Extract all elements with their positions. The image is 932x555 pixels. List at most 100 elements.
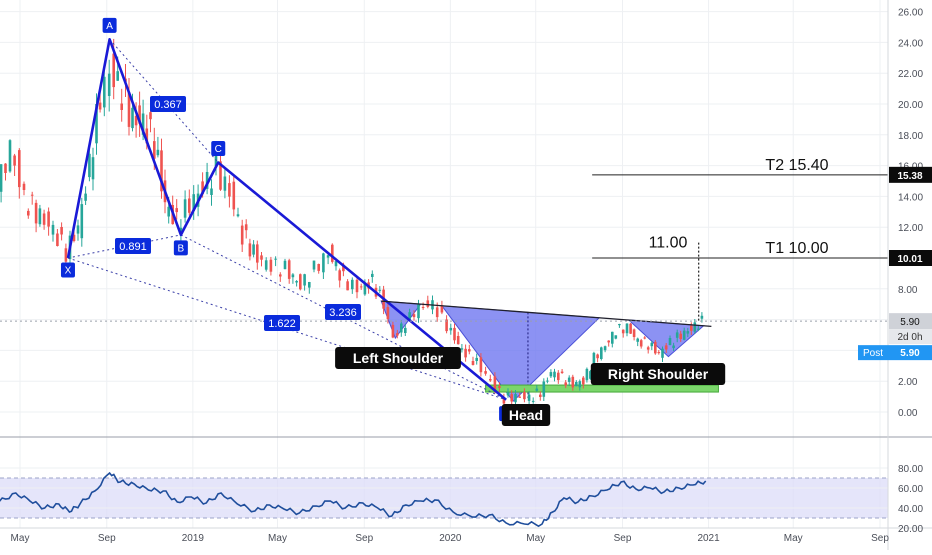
candle-body [84, 193, 87, 201]
pattern-label-text: Head [509, 407, 543, 423]
candle [575, 380, 578, 387]
candle-body [338, 270, 341, 281]
pattern-label: Right Shoulder [590, 363, 726, 385]
candle-body [331, 244, 334, 262]
candle-body [91, 157, 95, 180]
candle-body [47, 211, 50, 227]
candle [578, 379, 582, 391]
candle [107, 59, 111, 112]
candle-body [64, 248, 68, 262]
countdown-tag-text: 2d 0h [897, 332, 922, 343]
candle-body [607, 340, 610, 343]
candle-body [506, 392, 510, 396]
time-tick-label: Sep [98, 533, 116, 544]
candle [188, 189, 191, 216]
candle-body [346, 281, 349, 291]
candle [650, 341, 654, 351]
candles [0, 38, 704, 406]
candle [564, 380, 567, 389]
candle-body [0, 164, 3, 192]
candle-body [686, 331, 690, 334]
pattern-label: Left Shoulder [335, 347, 461, 369]
candle [386, 303, 390, 324]
pattern-label-bg [501, 404, 551, 426]
time-tick-label: 2020 [439, 533, 462, 544]
neckline [381, 300, 712, 328]
candle-body [542, 381, 546, 397]
candle-body [269, 259, 273, 272]
candle-body [30, 194, 34, 196]
pattern-label-text: Left Shoulder [353, 350, 444, 366]
candle-body [260, 255, 263, 260]
candle-body [112, 53, 115, 88]
candle-body [295, 281, 298, 283]
candle [4, 163, 7, 181]
candle [279, 272, 282, 282]
candle [179, 219, 183, 242]
candle [183, 190, 187, 223]
candle [672, 342, 675, 351]
target-axis-tag-text: 10.01 [897, 254, 922, 265]
candle-body [489, 379, 492, 381]
candle [34, 199, 38, 233]
candle [8, 139, 12, 173]
candle [371, 270, 374, 283]
candle [18, 148, 21, 199]
point-label-x-bg [60, 262, 75, 278]
candle [331, 243, 334, 264]
candle [426, 295, 430, 309]
candle [303, 273, 306, 291]
price-tick-label: 12.00 [898, 223, 923, 234]
candle [453, 323, 456, 344]
candle-body [523, 392, 526, 400]
candle [639, 338, 643, 349]
target-label: T2 15.40 [765, 157, 828, 174]
candle-body [18, 150, 21, 188]
candle [625, 323, 629, 337]
candle-body [248, 243, 252, 257]
candle-body [510, 394, 513, 402]
candle-body [317, 264, 320, 271]
candle [668, 335, 672, 346]
candle [464, 344, 467, 362]
candle [47, 207, 50, 236]
candle-body [210, 188, 213, 195]
candle [299, 273, 302, 291]
candle [192, 185, 195, 220]
candle [287, 258, 291, 284]
candle [440, 300, 444, 315]
candle-body [449, 327, 453, 331]
candle [232, 174, 236, 217]
candle [264, 257, 268, 272]
candle-body [618, 324, 621, 326]
candle-body [359, 286, 363, 288]
candle [484, 366, 487, 376]
candle-body [531, 400, 535, 402]
candle [557, 370, 560, 384]
candle-body [355, 279, 359, 293]
point-label-c-bg [211, 141, 226, 157]
candle [338, 268, 341, 288]
candle [535, 385, 539, 392]
candle [460, 344, 464, 353]
candle-body [596, 354, 599, 359]
fib-ratio-label-text: 1.622 [268, 318, 296, 330]
candle [567, 375, 571, 387]
candle-body [464, 348, 467, 358]
rsi-line [0, 471, 707, 528]
candle [312, 260, 316, 273]
candle-body [440, 305, 444, 313]
candle [479, 353, 483, 377]
candle-body [664, 345, 668, 350]
fib-ratio-label-bg [264, 315, 300, 331]
candle [175, 199, 178, 220]
candle-body [264, 260, 268, 270]
candle [308, 281, 311, 294]
candle-body [679, 333, 682, 339]
candle-body [639, 340, 643, 347]
candle-body [426, 300, 430, 307]
candle-body [539, 394, 542, 397]
pattern-layer [380, 300, 719, 402]
